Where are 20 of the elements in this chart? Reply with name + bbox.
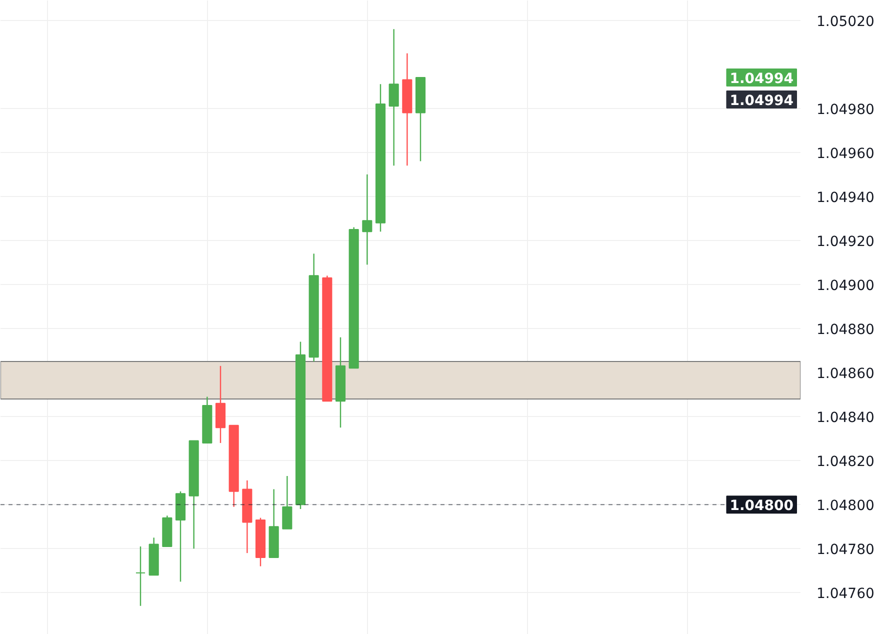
y-tick-label: 1.04980: [816, 102, 874, 118]
y-tick-label: 1.05020: [816, 14, 874, 30]
annotation: 1.04994: [730, 71, 794, 88]
y-tick-label: 1.04840: [816, 410, 874, 426]
annotation: 1.04994: [730, 93, 794, 110]
y-tick-label: 1.04900: [816, 278, 874, 294]
y-tick-label: 1.04880: [816, 322, 874, 338]
candlestick: [135, 546, 146, 606]
y-tick-label: 1.04760: [816, 586, 874, 602]
y-tick-label: 1.04800: [816, 498, 874, 514]
y-tick-label: 1.04780: [816, 542, 874, 558]
y-tick-label: 1.04820: [816, 454, 874, 470]
candlestick: [362, 174, 372, 266]
candlestick: [388, 28, 399, 166]
y-tick-label: 1.04940: [816, 190, 874, 206]
ref-line-label: 1.04800: [730, 498, 794, 514]
candlestick: [282, 475, 292, 530]
y-tick-label: 1.04960: [816, 146, 874, 162]
y-tick-label: 1.04920: [816, 234, 874, 250]
y-tick-label: 1.04860: [816, 366, 874, 382]
